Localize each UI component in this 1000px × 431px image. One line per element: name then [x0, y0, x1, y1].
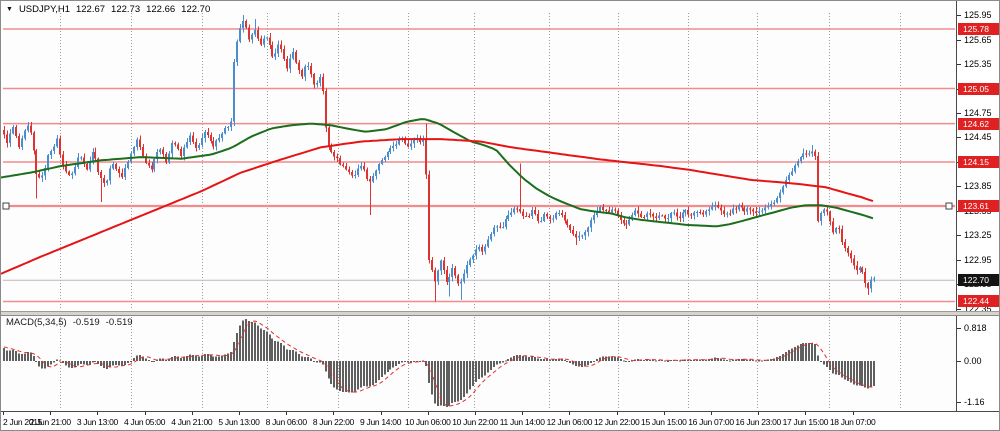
time-tick-label: 10 Jun 22:00	[452, 417, 498, 427]
level-price-label: 124.62	[958, 117, 999, 130]
time-tick-label: 10 Jun 06:00	[405, 417, 451, 427]
pane-separator[interactable]	[1, 311, 999, 316]
price-tick-label: 122.95	[964, 254, 992, 265]
time-tick-label: 2 Jun 2015	[3, 417, 43, 427]
price-tick-mark	[957, 64, 961, 65]
quote-close: 122.70	[181, 4, 211, 15]
time-tick-mark	[664, 412, 665, 415]
price-level-lines[interactable]	[3, 28, 955, 303]
macd-tick-mark	[957, 361, 961, 362]
ma-slow-red	[1, 138, 874, 275]
time-tick-mark	[853, 412, 854, 415]
time-tick-label: 5 Jun 13:00	[218, 417, 260, 427]
time-tick-label: 9 Jun 14:00	[360, 417, 402, 427]
level-price-label: 125.78	[958, 22, 999, 35]
level-handle-left[interactable]	[2, 202, 10, 210]
time-tick-mark	[333, 412, 334, 415]
symbol-period-label: USDJPY,H1	[18, 4, 70, 15]
quote-open: 122.67	[75, 4, 106, 15]
price-tick-label: 123.85	[964, 181, 992, 192]
time-tick-mark	[758, 412, 759, 415]
price-tick-label: 122.35	[964, 303, 992, 314]
macd-tick-mark	[957, 328, 961, 329]
time-tick-mark	[50, 412, 51, 415]
macd-name: MACD(5,34,5)	[6, 317, 67, 328]
macd-value-signal: -0.519	[105, 317, 133, 328]
macd-value-main: -0.519	[72, 317, 100, 328]
price-tick-label: 125.95	[964, 10, 992, 21]
price-tick-label: 125.65	[964, 34, 992, 45]
time-tick-mark	[711, 412, 712, 415]
time-tick-mark	[569, 412, 570, 415]
price-tick-mark	[957, 40, 961, 41]
price-tick-mark	[957, 113, 961, 114]
candles	[3, 15, 875, 302]
time-tick-label: 16 Jun 07:00	[688, 417, 734, 427]
time-tick-mark	[97, 412, 98, 415]
time-tick-mark	[522, 412, 523, 415]
bid-price-label: 122.70	[958, 274, 999, 287]
macd-scale-label: 0.00	[964, 356, 982, 367]
macd-histogram	[3, 319, 875, 407]
price-tick-label: 125.35	[964, 59, 992, 70]
chart-menu-arrow-icon[interactable]: ▼	[6, 6, 13, 13]
price-tick-mark	[957, 260, 961, 261]
macd-signal-line	[3, 320, 875, 407]
time-tick-label: 16 Jun 23:00	[735, 417, 781, 427]
time-tick-mark	[3, 412, 4, 415]
time-tick-label: 3 Jun 13:00	[76, 417, 118, 427]
quote-low: 122.66	[146, 4, 176, 15]
level-price-label: 124.15	[958, 155, 999, 168]
level-price-label: 123.61	[958, 200, 999, 213]
time-tick-mark	[428, 412, 429, 415]
time-tick-label: 15 Jun 15:00	[641, 417, 687, 427]
macd-tick-mark	[957, 402, 961, 403]
time-tick-label: 8 Jun 22:00	[312, 417, 354, 427]
price-tick-mark	[957, 137, 961, 138]
price-tick-label: 124.45	[964, 132, 992, 143]
time-tick-label: 2 Jun 21:00	[29, 417, 71, 427]
time-axis: 2 Jun 2015 2 Jun 21:00 3 Jun 13:00 4 Jun 05…	[1, 411, 999, 430]
time-tick-label: 17 Jun 15:00	[782, 417, 829, 427]
price-axis: 125.95 125.65 125.35 125.05 124.75 124.45 124.…	[956, 1, 999, 411]
macd-scale-label: 0.818	[964, 323, 987, 333]
level-handle-right[interactable]	[945, 202, 953, 210]
time-tick-mark	[381, 412, 382, 415]
price-tick-mark	[957, 235, 961, 236]
time-tick-mark	[192, 412, 193, 415]
quote-high: 122.73	[111, 4, 141, 15]
time-tick-label: 4 Jun 21:00	[171, 417, 213, 427]
time-tick-label: 4 Jun 05:00	[124, 417, 166, 427]
price-tick-label: 124.75	[964, 108, 992, 118]
price-tick-label: 123.25	[964, 230, 992, 241]
time-tick-label: 18 Jun 07:00	[829, 417, 876, 427]
macd-scale-label: -1.16	[964, 397, 985, 407]
time-tick-label: 8 Jun 06:00	[265, 417, 307, 427]
price-tick-mark	[957, 186, 961, 187]
time-tick-mark	[805, 412, 806, 415]
time-tick-mark	[145, 412, 146, 415]
time-tick-mark	[617, 412, 618, 415]
quote-header: ▼ USDJPY,H1 122.67 122.73 122.66 122.70	[6, 4, 210, 15]
level-price-label: 125.05	[958, 82, 999, 95]
time-tick-mark	[475, 412, 476, 415]
time-tick-label: 11 Jun 14:00	[499, 417, 545, 427]
price-tick-mark	[957, 309, 961, 310]
time-tick-mark	[239, 412, 240, 415]
level-price-label: 122.44	[958, 295, 999, 308]
time-tick-mark	[286, 412, 287, 415]
ma-fast-green	[1, 118, 874, 228]
macd-indicator-label: MACD(5,34,5) -0.519 -0.519	[6, 317, 133, 328]
price-tick-mark	[957, 15, 961, 16]
gridlines	[60, 13, 901, 409]
time-tick-label: 12 Jun 22:00	[593, 417, 640, 427]
chart-canvas	[1, 13, 955, 409]
time-tick-label: 12 Jun 06:00	[546, 417, 593, 427]
